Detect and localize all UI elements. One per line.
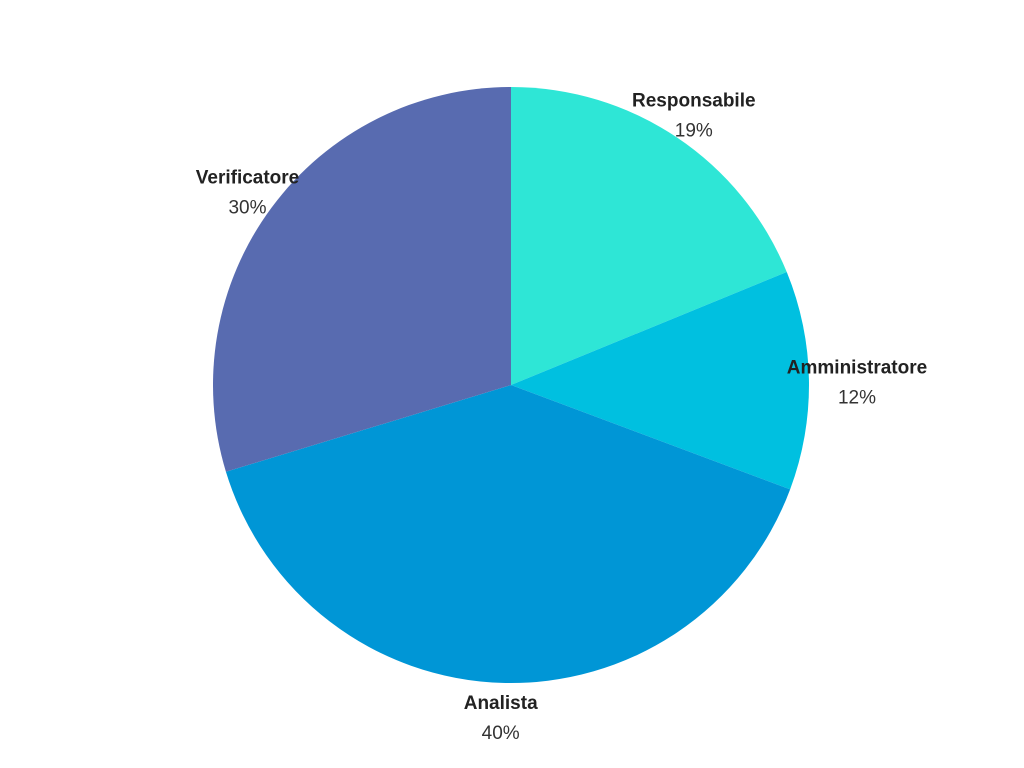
pie-labels: Responsabile 19% Amministratore 12% Analista… <box>196 91 927 744</box>
slice-label-verificatore: Verificatore <box>196 168 300 189</box>
slice-label-responsabile: Responsabile <box>632 91 756 112</box>
slice-label-analista: Analista <box>464 693 538 714</box>
pie-slice-responsabile <box>511 87 787 385</box>
slice-percent-amministratore: 12% <box>838 388 876 409</box>
slice-label-amministratore: Amministratore <box>787 358 927 379</box>
pie-slices <box>213 87 810 683</box>
slice-percent-analista: 40% <box>482 723 520 744</box>
pie-slice-verificatore <box>213 87 511 472</box>
slice-percent-verificatore: 30% <box>228 198 266 219</box>
pie-slice-analista <box>225 385 791 683</box>
pie-slice-amministratore <box>511 272 810 490</box>
slice-percent-responsabile: 19% <box>675 121 713 142</box>
